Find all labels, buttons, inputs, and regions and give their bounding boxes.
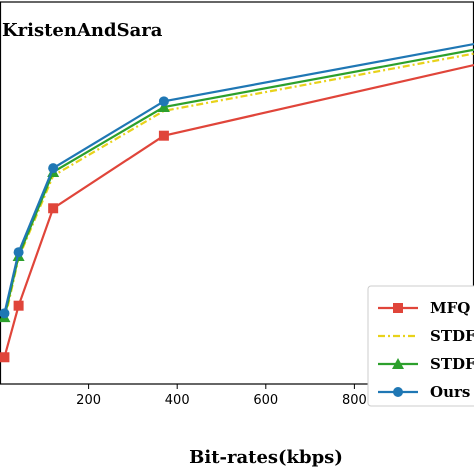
legend-box (367, 285, 474, 407)
plot-area: 2004006008001000MFQSTDFSTDFOurs (0, 1, 474, 408)
legend-label-mfq: MFQ (430, 299, 470, 317)
chart-title: KristenAndSara (2, 20, 163, 41)
legend-label-ours: Ours (430, 383, 470, 401)
data-point-ours (13, 247, 24, 258)
x-tick-label: 400 (165, 393, 190, 408)
series-line-ours (3, 42, 474, 314)
legend-marker-stdf (392, 358, 404, 369)
data-point-ours (0, 308, 10, 319)
data-point-ours (158, 96, 169, 107)
x-tick-label: 600 (253, 393, 278, 408)
legend-marker-ours (393, 387, 403, 397)
x-tick-label: 200 (76, 393, 101, 408)
data-point-mfq (158, 130, 169, 141)
series-line-stdf (3, 48, 474, 318)
data-point-ours (48, 163, 59, 174)
data-point-stdf (157, 101, 170, 113)
legend-label-stdf: STDF (430, 355, 474, 373)
data-point-mfq (0, 352, 10, 363)
x-tick-label: 800 (342, 393, 367, 408)
legend-label-stdf: STDF (430, 327, 474, 345)
legend-marker-mfq (393, 303, 403, 313)
x-axis-label: Bit-rates(kbps) (189, 447, 343, 468)
data-point-mfq (13, 300, 24, 311)
data-point-mfq (48, 203, 59, 214)
